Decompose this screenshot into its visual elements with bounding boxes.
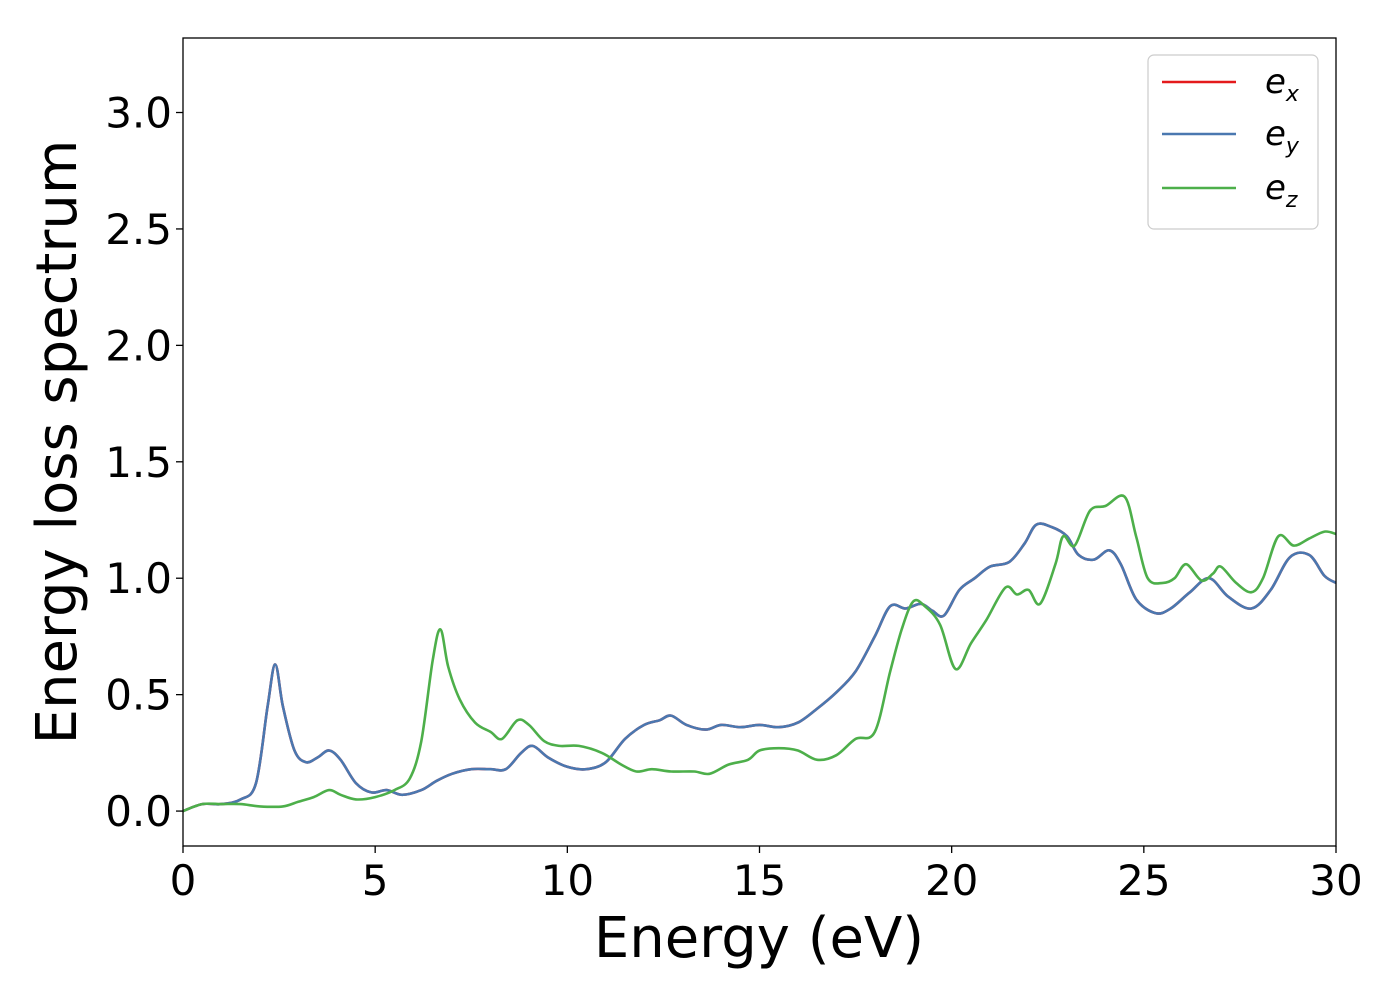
y-tick-label: 0.5: [105, 671, 172, 720]
x-tick-label: 30: [1309, 856, 1362, 905]
y-axis: 0.0 0.5 1.0 1.5 2.0 2.5 3.0: [105, 89, 183, 836]
legend-label-sub: z: [1285, 188, 1298, 213]
y-tick-label: 2.0: [105, 321, 172, 370]
legend-label-e-x: ex: [1265, 62, 1300, 107]
legend-label-main: e: [1265, 62, 1286, 102]
x-tick-label: 15: [733, 856, 786, 905]
y-tick-label: 1.5: [105, 438, 172, 487]
x-axis: 0 5 10 15 20 25 30: [170, 846, 1363, 905]
x-tick-label: 25: [1117, 856, 1170, 905]
series-line-e-z: [183, 494, 1336, 813]
x-tick-label: 20: [925, 856, 978, 905]
legend-label-main: e: [1265, 168, 1286, 208]
legend-label-e-y: ey: [1265, 114, 1300, 159]
x-tick-label: 0: [170, 856, 197, 905]
legend-label-sub: y: [1285, 134, 1300, 159]
y-tick-label: 2.5: [105, 205, 172, 254]
x-tick-label: 5: [362, 856, 389, 905]
y-axis-title: Energy loss spectrum: [25, 140, 90, 745]
y-tick-label: 1.0: [105, 554, 172, 603]
legend-box: [1147, 54, 1319, 230]
series-line-e-y: [183, 522, 1336, 813]
y-tick-label: 3.0: [105, 89, 172, 138]
legend-label-e-z: ez: [1265, 168, 1298, 213]
y-tick-label: 0.0: [105, 787, 172, 836]
series-layer: [183, 494, 1336, 813]
x-tick-label: 10: [541, 856, 594, 905]
x-axis-title: Energy (eV): [594, 906, 924, 971]
legend-label-sub: x: [1285, 82, 1300, 107]
legend-label-main: e: [1265, 114, 1286, 154]
